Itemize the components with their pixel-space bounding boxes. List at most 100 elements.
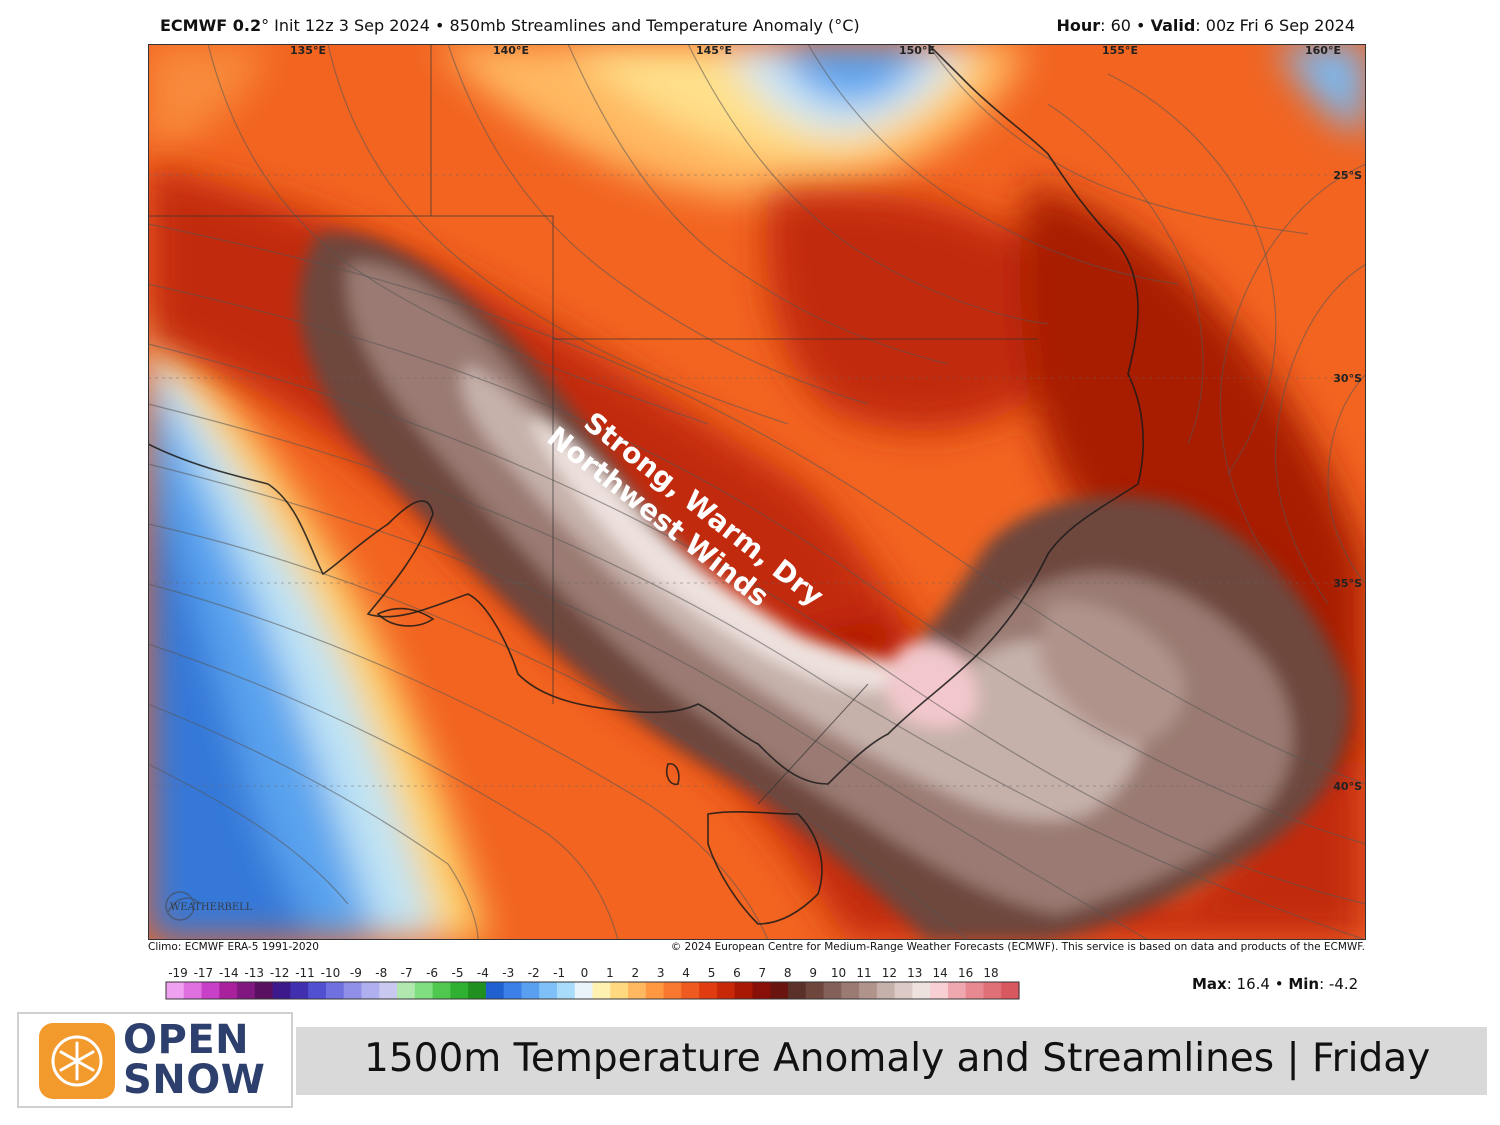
colorbar-tick-label: 12 [882, 966, 897, 980]
lon-label: 135°E [290, 44, 326, 57]
lon-label: 140°E [493, 44, 529, 57]
max-min-readout: Max: 16.4 • Min: -4.2 [1192, 975, 1358, 993]
logo-line-2: SNOW [123, 1057, 266, 1103]
lat-label: 25°S [1333, 169, 1362, 182]
lon-label: 160°E [1305, 44, 1341, 57]
colorbar-swatch [450, 982, 469, 999]
colorbar-tick-label: 2 [631, 966, 639, 980]
colorbar-tick-label: 16 [958, 966, 973, 980]
colorbar-swatch [539, 982, 558, 999]
colorbar-swatch [965, 982, 985, 999]
colorbar-tick-label: 9 [809, 966, 817, 980]
colorbar-tick-label: -19 [168, 966, 188, 980]
colorbar-swatch [414, 982, 434, 999]
colorbar-tick-label: 13 [907, 966, 922, 980]
colorbar-tick-label: -6 [426, 966, 438, 980]
temperature-anomaly-map: WEATHERBELL Strong, Warm, Dry Northwest … [148, 44, 1366, 940]
min-label: Min [1288, 975, 1320, 993]
colorbar-tick-label: -3 [502, 966, 514, 980]
colorbar-swatch [237, 982, 256, 999]
colorbar-tick-label: -2 [528, 966, 540, 980]
lat-label: 35°S [1333, 577, 1362, 590]
colorbar-border [165, 981, 1020, 1000]
colorbar-swatch [628, 982, 647, 999]
colorbar-tick-label: 18 [983, 966, 998, 980]
colorbar-swatch [805, 982, 825, 999]
colorbar-tick-label: -17 [194, 966, 214, 980]
colorbar-tick-label: 3 [657, 966, 665, 980]
colorbar-tick-label: 1 [606, 966, 614, 980]
colorbar-swatch [308, 982, 327, 999]
opensnow-logo: OPEN SNOW [17, 1012, 293, 1108]
colorbar-swatch [876, 982, 896, 999]
hour-label: Hour [1056, 16, 1101, 35]
colorbar-tick-label: -7 [401, 966, 413, 980]
colorbar-swatch [823, 982, 842, 999]
lon-label: 150°E [899, 44, 935, 57]
colorbar-tick-label: 6 [733, 966, 741, 980]
colorbar-swatch [254, 982, 274, 999]
hour-value: : 60 • [1100, 16, 1151, 35]
colorbar-swatch [272, 982, 291, 999]
colorbar-swatch [734, 982, 754, 999]
colorbar-swatch [574, 982, 594, 999]
colorbar-tick-label: 5 [708, 966, 716, 980]
ecmwf-copyright: © 2024 European Centre for Medium-Range … [670, 941, 1365, 953]
colorbar-swatch [610, 982, 629, 999]
latitude-labels: 25°S 30°S 35°S 40°S [1333, 169, 1362, 793]
colorbar-swatch [325, 982, 345, 999]
colorbar-swatch [201, 982, 220, 999]
colorbar-swatch [290, 982, 309, 999]
colorbar-swatch [859, 982, 878, 999]
snowflake-icon [39, 1023, 115, 1099]
colorbar-tick-label: 10 [831, 966, 846, 980]
colorbar-swatch [752, 982, 771, 999]
colorbar-tick-label: -1 [553, 966, 565, 980]
colorbar-swatch [770, 982, 789, 999]
colorbar-swatch [397, 982, 416, 999]
colorbar-swatch [343, 982, 363, 999]
min-value: : -4.2 [1319, 975, 1359, 993]
header-right: Hour: 60 • Valid: 00z Fri 6 Sep 2024 [1056, 16, 1355, 35]
watermark-text: WEATHERBELL [170, 902, 253, 913]
warm-plume [299, 232, 1350, 940]
colorbar-swatch [983, 982, 1002, 999]
weatherbell-logo [165, 891, 201, 921]
map-header: ECMWF 0.2° Init 12z 3 Sep 2024 • 850mb S… [160, 16, 1355, 40]
map-border [148, 44, 1366, 940]
colorbar-tick-label: -10 [321, 966, 341, 980]
banner-title: 1500m Temperature Anomaly and Streamline… [364, 1036, 1431, 1081]
colorbar-swatch [219, 982, 238, 999]
colorbar-swatch [361, 982, 380, 999]
logo-line-1: OPEN [123, 1017, 250, 1063]
colorbar-swatch [183, 982, 203, 999]
lat-label: 40°S [1333, 780, 1362, 793]
title-banner [296, 1027, 1487, 1095]
colorbar-tick-label: -4 [477, 966, 489, 980]
colorbar-swatch [379, 982, 398, 999]
colorbar-tick-label: -14 [219, 966, 239, 980]
colorbar-tick-label: -9 [350, 966, 362, 980]
colorbar-swatch [716, 982, 736, 999]
colorbar-tick-label: -13 [244, 966, 264, 980]
colorbar-swatch [787, 982, 807, 999]
model-name: ECMWF 0.2 [160, 16, 262, 35]
colorbar-swatch [699, 982, 718, 999]
colorbar-swatch [556, 982, 576, 999]
colorbar-swatch [166, 982, 185, 999]
colorbar: -19 -17 -14 -13 -12 -11 -10 -9 -8 -7 -6 -5 -4 -3 -2 -1 0… [165, 966, 1020, 1000]
colorbar-tick-label: -12 [270, 966, 290, 980]
colorbar-tick-label: -11 [295, 966, 315, 980]
coastline [148, 44, 1144, 925]
colorbar-swatch [894, 982, 913, 999]
valid-label: Valid [1150, 16, 1196, 35]
colorbar-swatch [503, 982, 523, 999]
colorbar-tick-label: 4 [682, 966, 690, 980]
colorbar-swatch [485, 982, 505, 999]
climo-credit: Climo: ECMWF ERA-5 1991-2020 [148, 941, 319, 953]
longitude-labels: 135°E 140°E 145°E 150°E 155°E 160°E [290, 44, 1341, 57]
cool-region-west [148, 304, 488, 940]
colorbar-swatch [841, 982, 860, 999]
colorbar-tick-label: 14 [933, 966, 948, 980]
colorbar-tick-label: 0 [581, 966, 589, 980]
